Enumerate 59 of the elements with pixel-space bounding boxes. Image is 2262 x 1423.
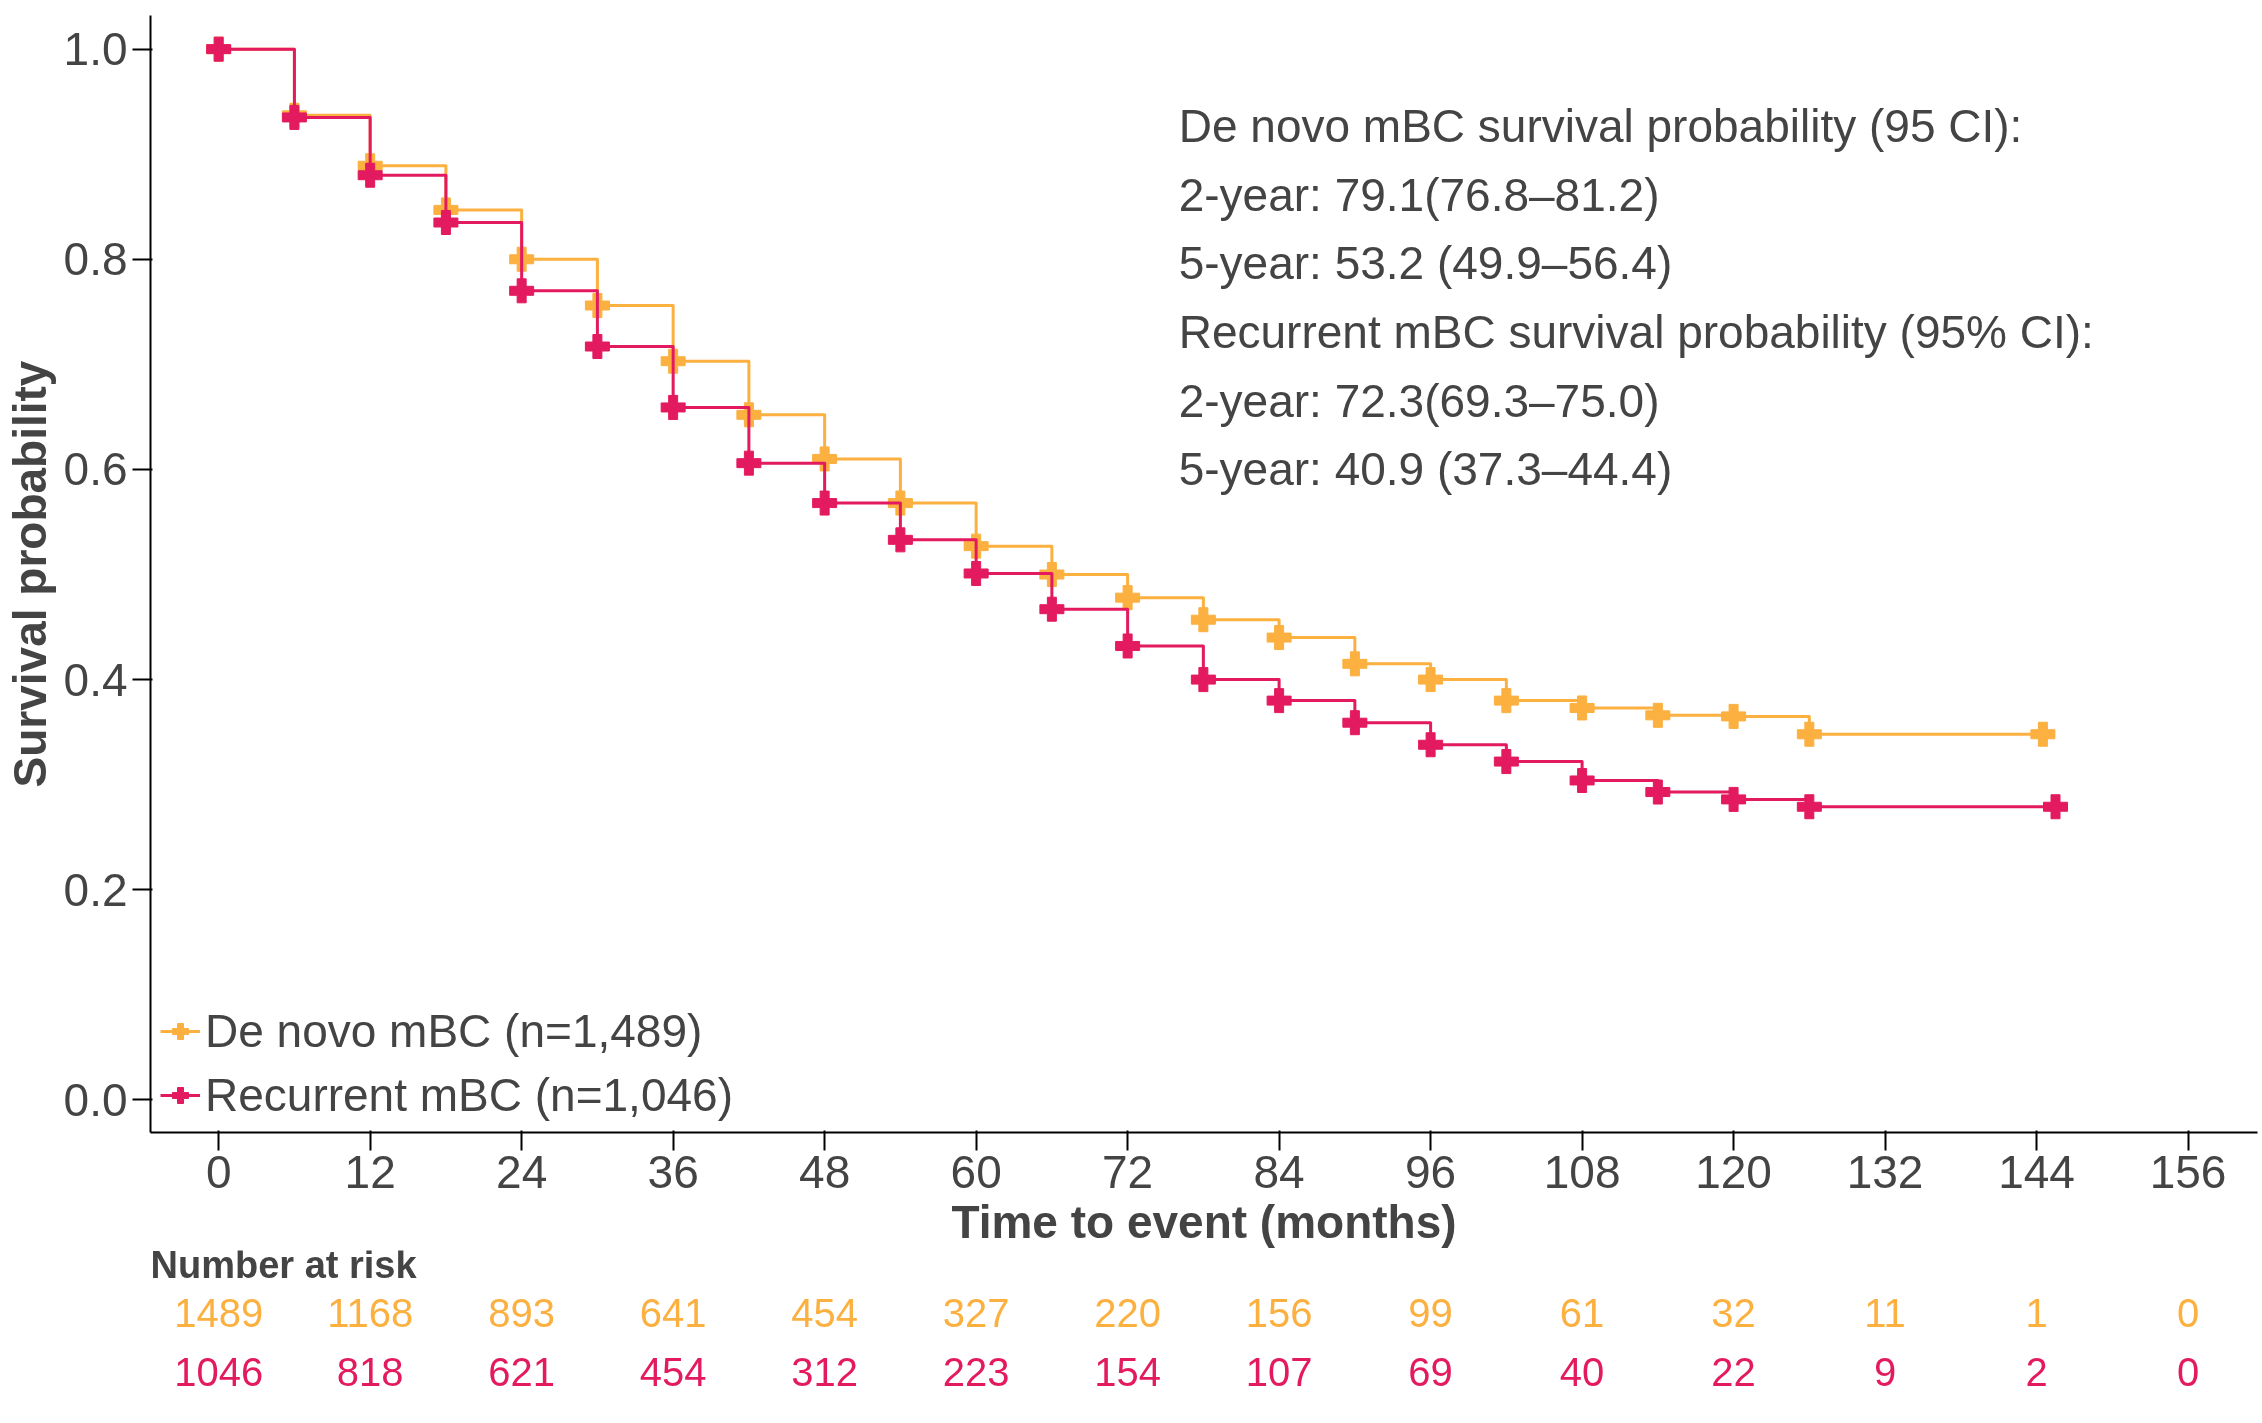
text: 1046 [174, 1350, 264, 1395]
legend-label: De novo mBC (n=1,489) [205, 1004, 703, 1058]
y-tick-label: 1.0 [63, 23, 128, 76]
text: 9 [1873, 1350, 1897, 1395]
text: 1168 [327, 1290, 414, 1335]
x-tick-label: 60 [950, 1145, 1002, 1198]
text: 2 [2025, 1350, 2048, 1395]
text: 22 [1711, 1350, 1756, 1395]
y-tick-label: 0.6 [63, 443, 128, 496]
text: 99 [1408, 1290, 1453, 1335]
annotation: De novo mBC survival probability (95 CI): [1178, 99, 2023, 152]
text: 1489 [174, 1290, 264, 1335]
x-tick-label: 12 [344, 1145, 396, 1198]
x-tick-label: 120 [1695, 1145, 1772, 1198]
annotation: 2-year: 79.1(76.8–81.2) [1178, 168, 1660, 221]
text: 107 [1245, 1350, 1313, 1395]
text: 156 [1245, 1290, 1313, 1335]
text: 11 [1864, 1290, 1906, 1335]
annotation: 2-year: 72.3(69.3–75.0) [1178, 374, 1660, 427]
x-tick-label: 132 [1846, 1145, 1924, 1198]
y-tick-label: 0.2 [63, 863, 128, 916]
x-tick-label: 36 [647, 1145, 699, 1198]
legend-label: Recurrent mBC (n=1,046) [205, 1068, 733, 1122]
text: 32 [1711, 1290, 1756, 1335]
text: 327 [942, 1290, 1010, 1335]
y-axis-title: Survival probability [3, 360, 56, 788]
annotation: 5-year: 40.9 (37.3–44.4) [1178, 443, 1673, 496]
text: 454 [791, 1290, 859, 1335]
x-tick-label: 144 [1998, 1145, 2075, 1198]
y-tick-label: 0.4 [63, 653, 128, 706]
text: 818 [336, 1350, 404, 1395]
x-tick-label: 72 [1102, 1145, 1154, 1198]
text: 69 [1408, 1350, 1453, 1395]
x-axis-title: Time to event (months) [951, 1195, 1457, 1248]
text: 220 [1094, 1290, 1161, 1335]
text: 1 [2025, 1290, 2048, 1335]
x-tick-label: 156 [2149, 1145, 2227, 1198]
text: Number at risk [150, 1243, 418, 1286]
text: 641 [639, 1290, 707, 1335]
annotation: Recurrent mBC survival probability (95% CI): [1178, 305, 2094, 358]
text: 40 [1559, 1350, 1605, 1395]
annotation: 5-year: 53.2 (49.9–56.4) [1178, 237, 1673, 290]
x-tick-label: 96 [1405, 1145, 1457, 1198]
x-tick-label: 48 [799, 1145, 851, 1198]
y-tick-label: 0.0 [63, 1073, 128, 1126]
text: 0 [2176, 1290, 2200, 1335]
text: 61 [1559, 1290, 1605, 1335]
y-tick-label: 0.8 [63, 233, 128, 286]
text: 0 [2176, 1350, 2200, 1395]
x-tick-label: 24 [496, 1145, 548, 1198]
x-tick-label: 108 [1543, 1145, 1621, 1198]
text: 454 [639, 1350, 707, 1395]
text: 312 [791, 1350, 859, 1395]
text: 223 [942, 1350, 1010, 1395]
text: 621 [488, 1350, 556, 1395]
text: 893 [488, 1290, 556, 1335]
text: 154 [1094, 1350, 1161, 1395]
x-tick-label: 0 [205, 1145, 232, 1198]
x-tick-label: 84 [1253, 1145, 1305, 1198]
